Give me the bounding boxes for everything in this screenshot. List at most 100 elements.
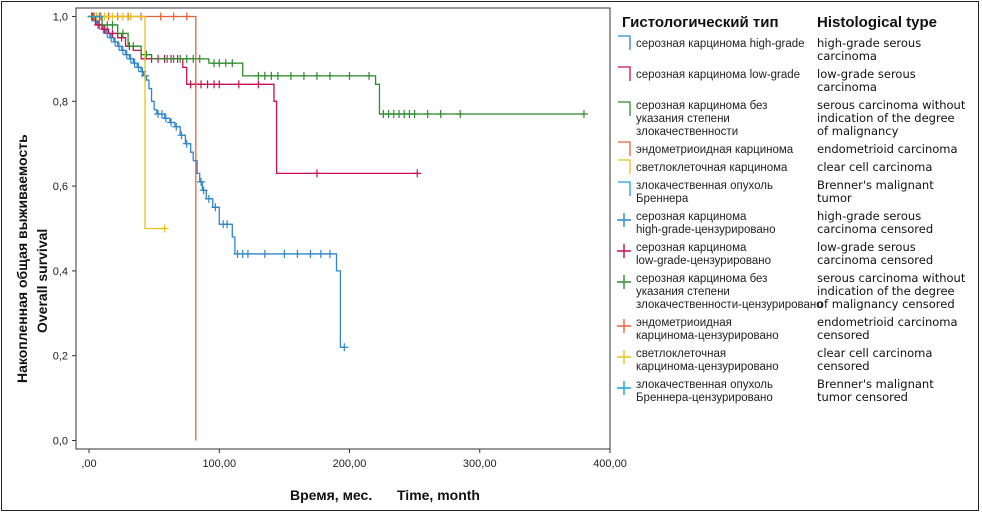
legend-label-ru: светлоклеточная карцинома-цензурировано [636, 348, 779, 373]
censor-mark [94, 20, 103, 29]
censor-mark [108, 29, 117, 38]
censor-mark [579, 110, 588, 119]
y-tick-label: 1,0 [53, 11, 68, 23]
legend-line-swatch [618, 35, 631, 50]
legend-label-en: low-grade serous carcinoma [817, 67, 916, 94]
censor-mark [254, 80, 263, 89]
legend-label-en: clear cell carcinoma [817, 160, 932, 174]
legend-label-en: low-grade serous carcinoma censored [817, 240, 933, 267]
legend-label-en: high-grade serous carcinoma [817, 36, 921, 63]
x-tick-label: ,00 [81, 458, 96, 470]
legend-item: серозная карцинома без указания степени зл… [618, 98, 966, 138]
x-axis-title-ru: Время, мес. [290, 487, 372, 503]
censor-mark [126, 12, 135, 21]
y-tick-label: 0,2 [53, 351, 68, 363]
legend-item: злокачественная опухоль Бреннера Brenner's… [618, 178, 934, 205]
legend-cross-swatch [617, 213, 631, 227]
legend-line-swatch [618, 159, 631, 174]
legend-item: эндометриоидная карцинома endometrioid ca… [618, 141, 958, 156]
censor-mark [293, 249, 302, 258]
legend-cross-swatch [617, 381, 631, 395]
x-tick-label: 400,00 [593, 458, 627, 470]
legend-label-ru: серозная карцинома low-grade-цензурирован… [636, 242, 771, 267]
censor-mark [134, 63, 143, 72]
censor-mark [234, 80, 243, 89]
censor-mark [280, 249, 289, 258]
censor-mark [410, 110, 419, 119]
legend-label-en: serous carcinoma without indication of th… [817, 271, 966, 311]
censor-mark [114, 42, 123, 51]
legend-label-ru: серозная карцинома high-grade [636, 38, 805, 50]
survival-line-4 [89, 15, 165, 230]
y-tick-label: 0,8 [53, 96, 68, 108]
censor-mark [111, 37, 120, 46]
censor-mark [228, 59, 237, 68]
censor-mark [423, 110, 432, 119]
censor-mark [211, 203, 220, 212]
legend-label-ru: серозная карцинома high-grade-цензурирова… [636, 211, 776, 236]
legend-title-en: Histological type [817, 14, 937, 31]
censor-mark [312, 71, 321, 80]
legend-item: серозная карцинома high-grade high-grade … [618, 35, 921, 63]
censor-mark [129, 42, 138, 51]
censor-mark [100, 25, 109, 34]
censor-mark [108, 12, 117, 21]
censor-mark [312, 169, 321, 178]
censor-mark [122, 50, 131, 59]
legend-item: светлоклеточная карцинома-цензурировано cl… [617, 346, 932, 373]
y-tick-label: 0,4 [53, 266, 68, 278]
legend-item: злокачественная опухоль Бреннера-цензурир… [617, 377, 934, 404]
series-4 [89, 12, 169, 233]
legend-label-ru: серозная карцинома low-grade [636, 69, 800, 81]
censor-mark [117, 33, 126, 42]
censor-mark [156, 12, 165, 21]
y-axis: 0,0 0,2 0,4 0,6 0,8 1,0 [53, 11, 76, 448]
censor-mark [260, 249, 269, 258]
legend-items: серозная карцинома high-grade high-grade … [617, 35, 966, 404]
censor-mark [325, 71, 334, 80]
censor-mark [223, 220, 232, 229]
censor-mark [215, 80, 224, 89]
censor-mark [142, 50, 151, 59]
censor-mark [126, 54, 135, 63]
legend-cross-swatch [617, 319, 631, 333]
censor-mark [160, 224, 169, 233]
legend-label-ru: светлоклеточная карцинома [636, 162, 788, 174]
censor-mark [118, 29, 127, 38]
legend-label-ru: злокачественная опухоль Бреннера-цензурир… [636, 379, 773, 404]
censor-mark [172, 122, 181, 131]
censor-mark [95, 12, 104, 21]
censor-mark [157, 110, 166, 119]
y-axis-title-en: Overall survival [34, 229, 50, 333]
censor-mark [340, 343, 349, 352]
legend-cross-swatch [617, 244, 631, 258]
censor-mark [197, 177, 206, 186]
legend-item: серозная карцинома low-grade-цензурирован… [617, 240, 933, 267]
censor-mark [182, 139, 191, 148]
censor-mark [118, 12, 127, 21]
censor-mark [108, 20, 117, 29]
survival-line-2 [89, 15, 584, 115]
legend-label-en: high-grade serous carcinoma censored [817, 209, 933, 236]
censor-mark [345, 71, 354, 80]
legend-line-swatch [618, 181, 631, 196]
legend-label-ru: эндометриоидная карцинома [636, 144, 794, 156]
censor-mark [130, 59, 139, 68]
series-layer [87, 12, 588, 441]
censor-mark [182, 12, 191, 21]
censor-mark [299, 71, 308, 80]
censor-mark [199, 186, 208, 195]
censor-mark [161, 114, 170, 123]
x-tick-label: 100,00 [202, 458, 236, 470]
legend-item: серозная карцинома low-grade low-grade se… [618, 66, 916, 94]
censor-mark [177, 131, 186, 140]
censor-mark [325, 249, 334, 258]
x-tick-label: 200,00 [333, 458, 367, 470]
legend-label-en: Brenner's malignant tumor censored [817, 377, 934, 404]
censor-mark [195, 54, 204, 63]
plot-area: 0,0 0,2 0,4 0,6 0,8 1,0 ,00 100,00 200,00 300,00… [53, 7, 627, 470]
legend-label-ru: серозная карцинома без указания степени зл… [636, 100, 767, 138]
censor-mark [169, 12, 178, 21]
